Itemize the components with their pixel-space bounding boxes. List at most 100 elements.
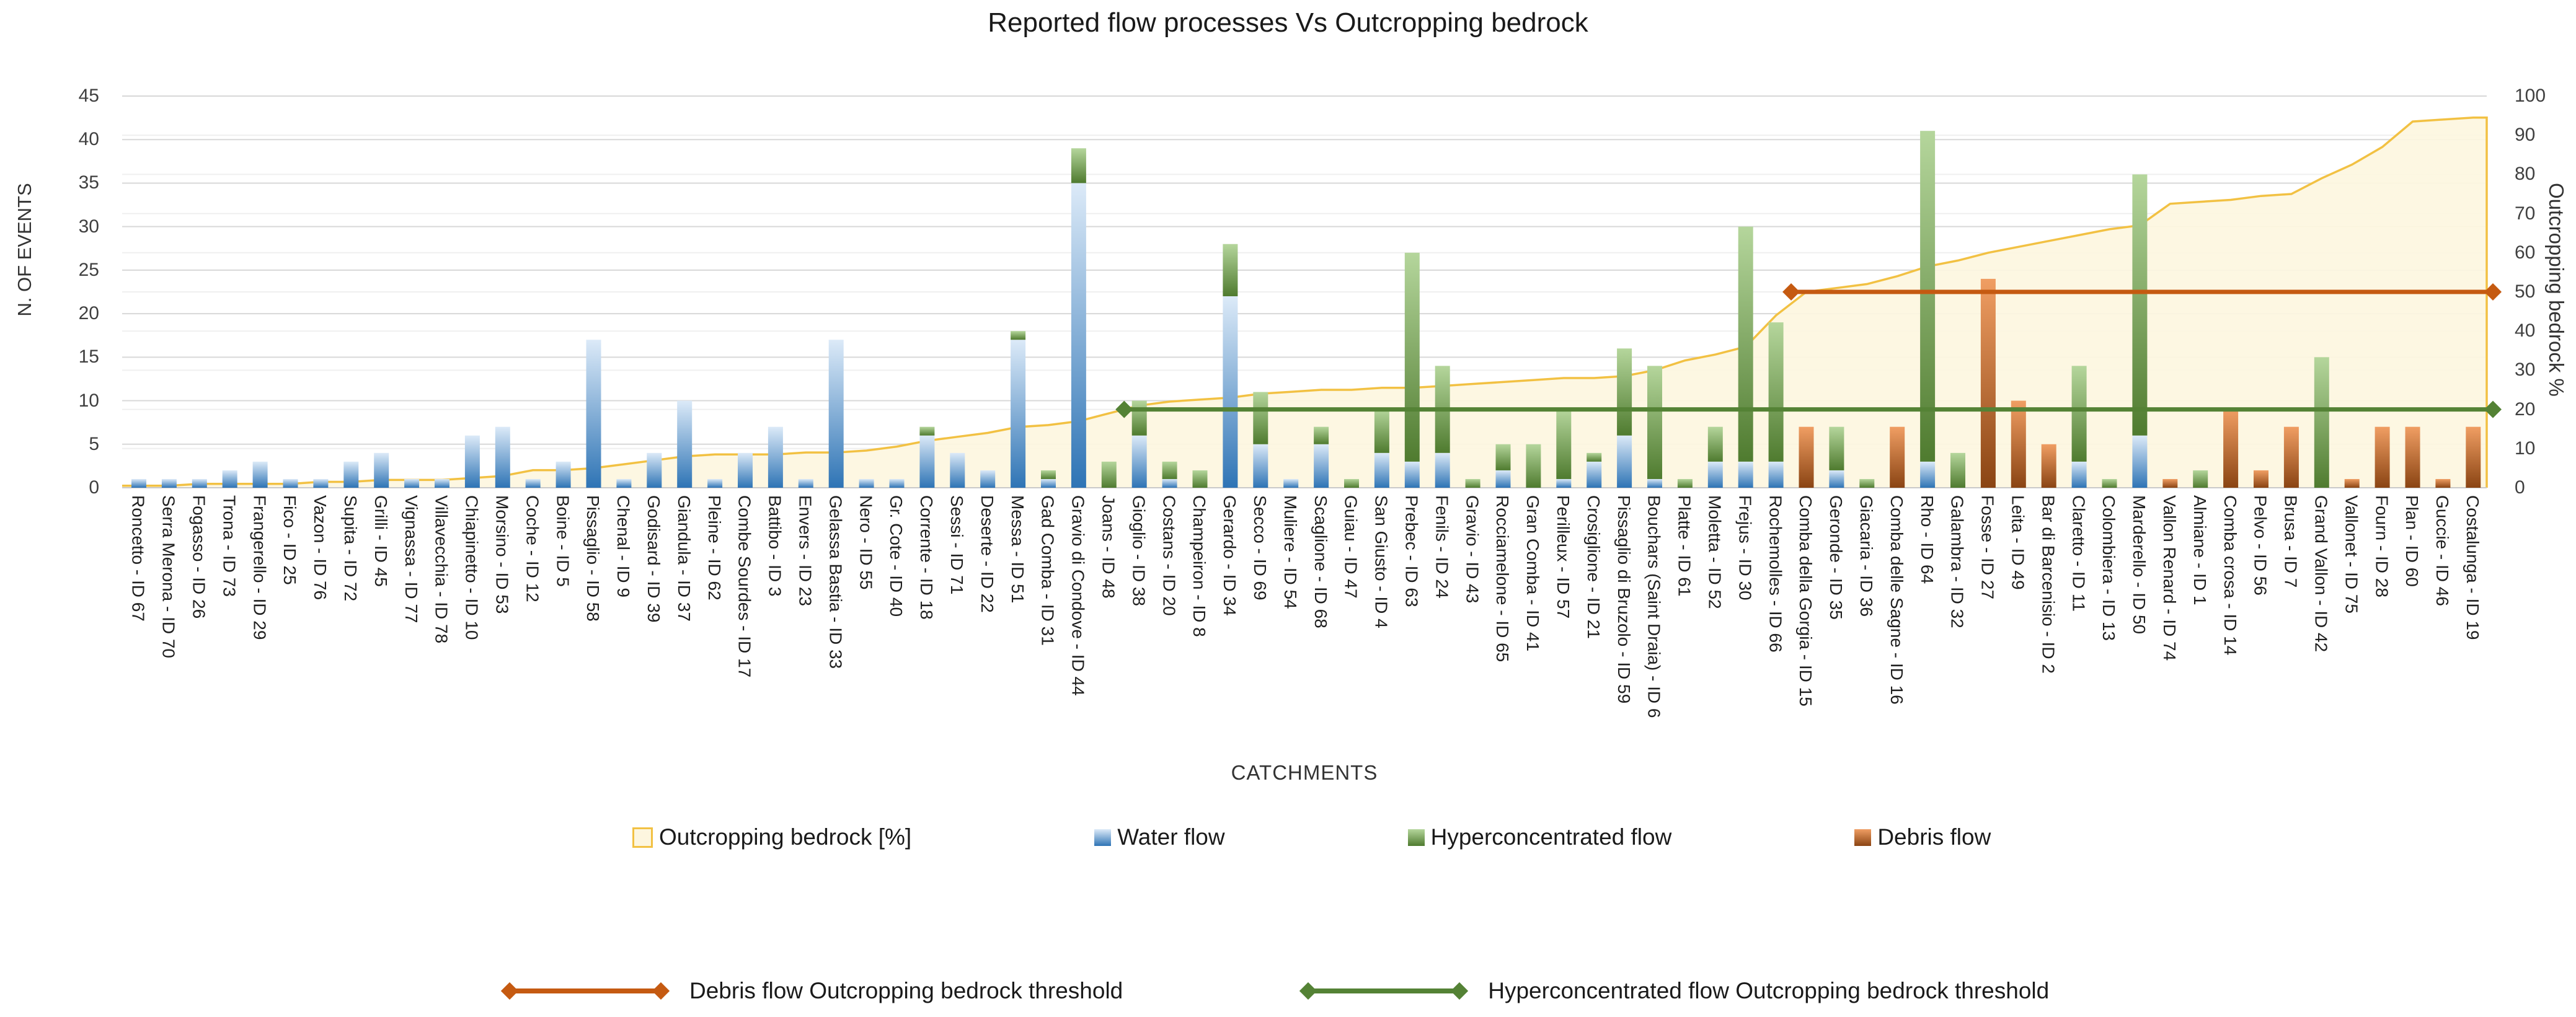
x-axis-label: Battibo - ID 3	[765, 495, 785, 597]
legend-label: Water flow	[1117, 824, 1225, 850]
water-flow-bar	[798, 478, 813, 488]
x-axis-label: Nero - ID 55	[856, 495, 876, 590]
threshold-legend-item-hyperconcentrated: Hyperconcentrated flow Outcropping bedro…	[1299, 978, 2049, 1004]
x-axis-label: Frejus - ID 30	[1735, 495, 1755, 601]
water-flow-bar	[677, 400, 693, 488]
x-axis-label: Chiapinetto - ID 10	[462, 495, 482, 640]
x-axis-label: Supita - ID 72	[340, 495, 360, 602]
x-axis-label: Joans - ID 48	[1099, 495, 1118, 599]
hyper-flow-bar	[1465, 478, 1481, 488]
debris-flow-bar	[2254, 470, 2268, 488]
threshold-diamond-icon	[652, 982, 670, 1000]
x-axis-label: Perilleux - ID 57	[1553, 495, 1573, 619]
x-axis-label: Gravio di Condove - ID 44	[1068, 495, 1088, 696]
water-flow-bar	[1647, 478, 1662, 488]
hyper-flow-bar	[919, 426, 935, 436]
x-axis-label: Marderello - ID 50	[2130, 495, 2149, 635]
left-axis-tick: 5	[89, 433, 99, 454]
threshold-diamond-icon	[2484, 400, 2502, 418]
hyper-flow-bar	[1253, 392, 1268, 444]
right-axis-tick: 100	[2515, 86, 2546, 106]
water-flow-bar	[828, 340, 844, 488]
bedrock-area-line	[122, 117, 2488, 488]
debris-flow-bar	[2162, 478, 2178, 488]
left-axis-tick: 0	[89, 477, 99, 498]
x-axis-label: Champeiron - ID 8	[1190, 495, 1210, 637]
x-axis-label: Plan - ID 60	[2402, 495, 2422, 587]
right-axis-tick: 80	[2515, 164, 2536, 185]
water-flow-bar	[222, 470, 237, 488]
x-axis-label: Giacaria - ID 36	[1856, 495, 1876, 617]
debris-flow-bar	[2011, 400, 2026, 488]
legend-item-hyperconcentrated-flow: Hyperconcentrated flow	[1407, 824, 1671, 850]
water-flow-bar	[1829, 470, 1844, 488]
x-axis-label: Fogasso - ID 26	[189, 495, 209, 619]
hyper-flow-bar	[1101, 461, 1117, 488]
x-axis-label: Messa - ID 51	[1007, 495, 1027, 604]
hyper-flow-bar	[1495, 444, 1511, 470]
hyper-flow-bar	[1556, 409, 1572, 479]
hyper-flow-bar	[1950, 452, 1965, 488]
water-flow-bar	[647, 452, 662, 488]
water-flow-bar	[1768, 461, 1784, 488]
x-axis-label: Serra Merona - ID 70	[159, 495, 179, 658]
x-axis-label: Frangerello - ID 29	[250, 495, 270, 640]
water-flow-bar	[1131, 435, 1147, 488]
x-axis-label: Fenils - ID 24	[1432, 495, 1452, 599]
x-axis-label: Grand Vallon - ID 42	[2311, 495, 2331, 653]
water-flow-bar	[1283, 478, 1299, 488]
hyper-flow-bar	[1404, 252, 1420, 462]
hyper-flow-bar	[1677, 478, 1693, 488]
x-axis-label: Pissaglio di Bruzolo - ID 59	[1614, 495, 1634, 704]
left-axis-tick: 45	[78, 86, 99, 106]
left-axis-tick: 25	[78, 259, 99, 280]
x-axis-label: Gran Comba - ID 41	[1523, 495, 1543, 652]
water-flow-bar	[1920, 461, 1936, 488]
hyper-flow-bar	[2314, 357, 2329, 488]
threshold-diamond-icon	[2484, 283, 2502, 301]
hyper-flow-bar	[1131, 400, 1147, 436]
x-axis-label: Crosiglione - ID 21	[1583, 495, 1603, 639]
water-flow-bar	[768, 426, 783, 488]
left-axis-tick: 30	[78, 216, 99, 237]
water-flow-bar	[495, 426, 510, 488]
hyper-flow-bar	[1768, 322, 1784, 462]
hyper-flow-bar	[1647, 366, 1662, 479]
water-flow-bar	[1556, 478, 1572, 488]
x-axis-label: Godisard - ID 39	[644, 495, 663, 623]
left-axis-tick: 15	[78, 346, 99, 368]
right-axis-tick: 30	[2515, 359, 2536, 381]
x-axis-title: CATCHMENTS	[1231, 761, 1378, 784]
x-axis-label: Fourn - ID 28	[2372, 495, 2392, 597]
hyper-flow-bar	[1587, 452, 1602, 462]
water-flow-bar	[707, 478, 723, 488]
water-flow-bar	[1071, 183, 1086, 488]
hyper-flow-bar	[1223, 244, 1238, 297]
x-axis-label: Comba della Gorgia - ID 15	[1796, 495, 1816, 707]
chart-legend: Outcropping bedrock [%] Water flow Hyper…	[632, 824, 1991, 850]
water-flow-bar	[950, 452, 965, 488]
water-flow-bar	[374, 452, 389, 488]
x-axis-label: Sessi - ID 71	[947, 495, 967, 595]
x-axis-label: Guccie - ID 46	[2433, 495, 2453, 606]
water-flow-bar	[1011, 340, 1026, 488]
water-flow-bar	[2071, 461, 2087, 488]
threshold-diamond-icon	[1299, 982, 1317, 1000]
x-axis-label: Leita - ID 49	[2008, 495, 2028, 590]
hyper-flow-bar	[1374, 409, 1389, 453]
x-axis-label: Rocciamelone - ID 65	[1493, 495, 1513, 663]
x-axis-label: Guiau - ID 47	[1341, 495, 1361, 599]
water-flow-bar	[435, 478, 449, 488]
water-flow-bar	[131, 478, 146, 488]
x-axis-label: Costans - ID 20	[1159, 495, 1179, 616]
right-axis-tick: 70	[2515, 203, 2536, 224]
x-axis-label: Gioglio - ID 38	[1129, 495, 1149, 606]
threshold-diamond-icon	[1782, 283, 1800, 301]
legend-label: Outcropping bedrock [%]	[659, 824, 912, 850]
x-axis-label: Rochemolles - ID 66	[1766, 495, 1786, 653]
x-axis-label: Geronde - ID 35	[1826, 495, 1846, 620]
hyperconcentrated-flow-swatch-icon	[1407, 829, 1425, 846]
water-flow-bar	[1253, 444, 1268, 488]
x-axis-label: Envers - ID 23	[795, 495, 815, 606]
water-flow-bar	[1495, 470, 1511, 488]
